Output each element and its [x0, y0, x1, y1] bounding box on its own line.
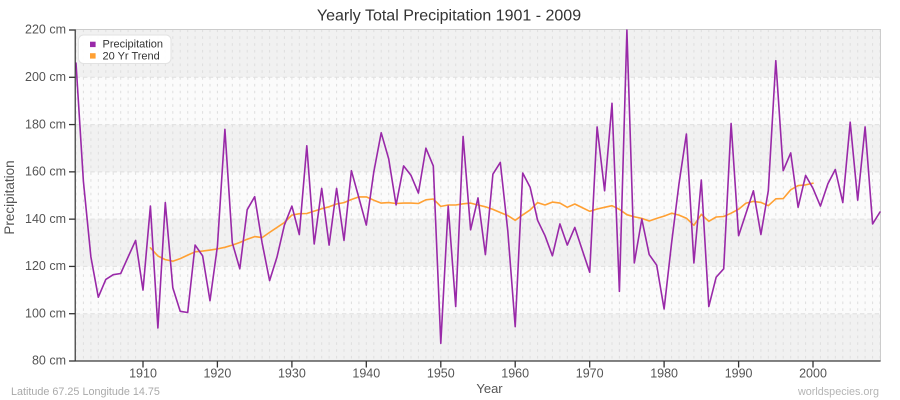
svg-text:140 cm: 140 cm: [25, 212, 66, 226]
svg-text:Latitude 67.25 Longitude 14.75: Latitude 67.25 Longitude 14.75: [11, 386, 160, 398]
svg-text:200 cm: 200 cm: [25, 70, 66, 84]
svg-text:1920: 1920: [203, 367, 231, 381]
svg-text:1990: 1990: [725, 367, 753, 381]
svg-text:1940: 1940: [352, 367, 380, 381]
svg-text:180 cm: 180 cm: [25, 117, 66, 131]
svg-text:1980: 1980: [650, 367, 678, 381]
svg-text:120 cm: 120 cm: [25, 259, 66, 273]
svg-text:1930: 1930: [278, 367, 306, 381]
svg-text:20 Yr Trend: 20 Yr Trend: [103, 50, 160, 62]
svg-text:1910: 1910: [129, 367, 157, 381]
svg-text:Yearly Total Precipitation 190: Yearly Total Precipitation 1901 - 2009: [317, 8, 581, 25]
svg-text:160 cm: 160 cm: [25, 165, 66, 179]
svg-text:1960: 1960: [501, 367, 529, 381]
svg-text:Precipitation: Precipitation: [103, 39, 164, 51]
svg-text:1970: 1970: [576, 367, 604, 381]
svg-text:220 cm: 220 cm: [25, 23, 66, 37]
svg-text:1950: 1950: [427, 367, 455, 381]
svg-text:100 cm: 100 cm: [25, 306, 66, 320]
svg-text:2000: 2000: [799, 367, 827, 381]
svg-text:Year: Year: [476, 381, 503, 396]
svg-text:80 cm: 80 cm: [32, 354, 66, 368]
svg-text:worldspecies.org: worldspecies.org: [797, 386, 879, 398]
svg-text:Precipitation: Precipitation: [2, 160, 17, 234]
